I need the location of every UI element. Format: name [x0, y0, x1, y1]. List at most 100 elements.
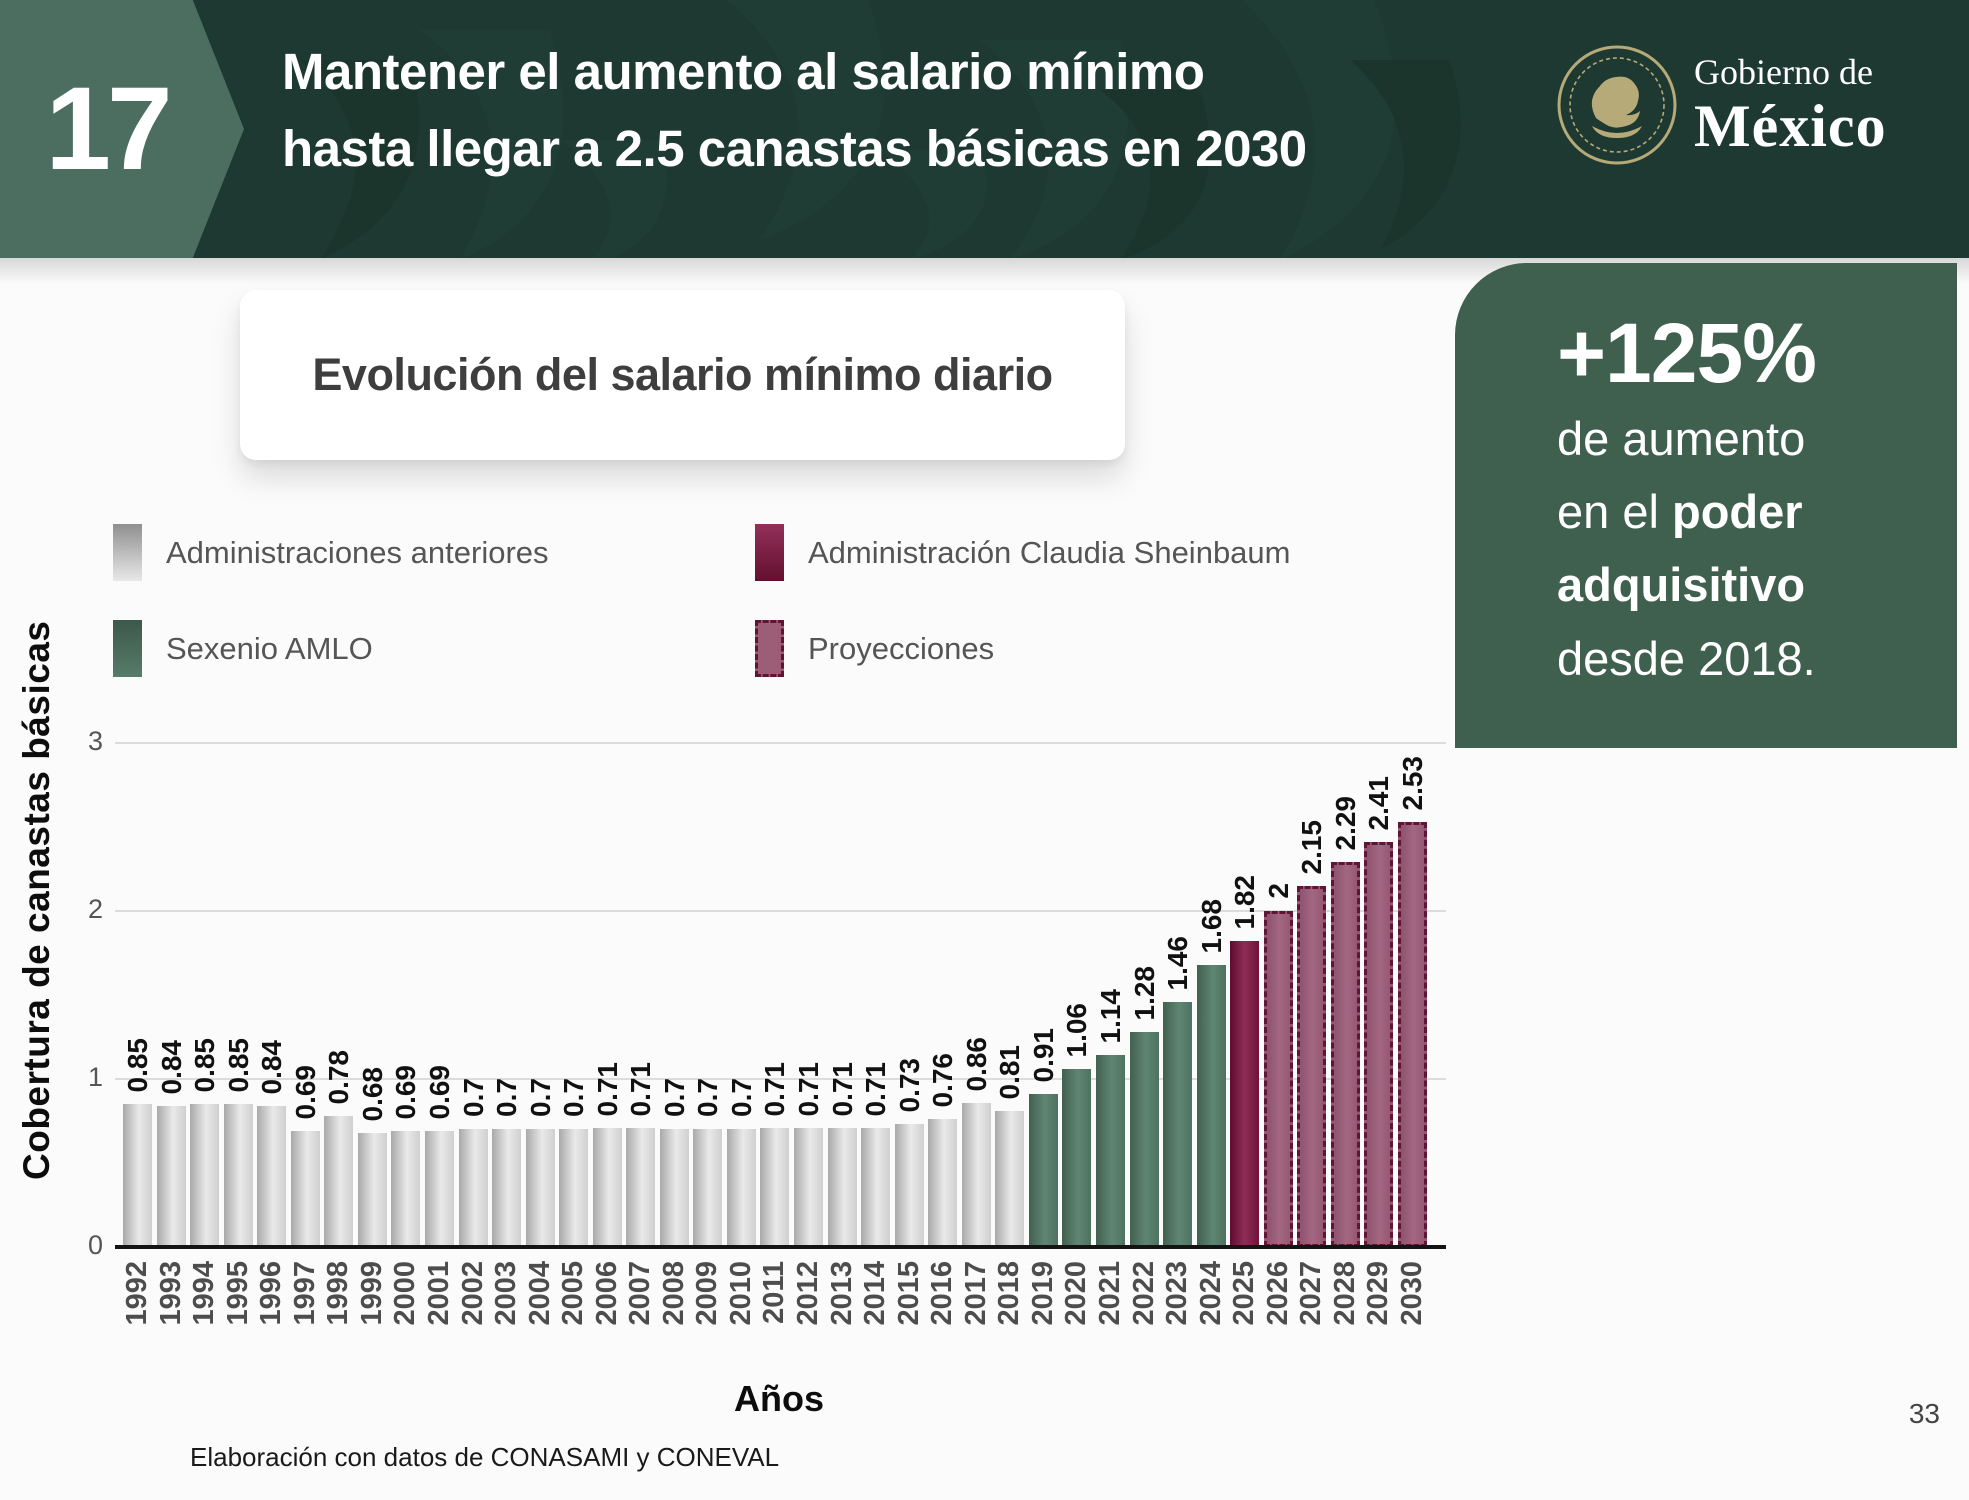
x-tick-1992: 1992: [120, 1261, 153, 1326]
x-tick-2020: 2020: [1059, 1261, 1092, 1326]
bar-2018: [995, 1111, 1024, 1247]
bar-value-2001: 0.69: [423, 1064, 455, 1120]
x-tick-2004: 2004: [523, 1261, 556, 1326]
bar-2015: [895, 1124, 924, 1247]
bar-value-1995: 0.85: [222, 1037, 254, 1093]
bar-2003: [492, 1129, 521, 1247]
highlight-line3: adquisitivo: [1557, 558, 1806, 612]
chart-title-card: Evolución del salario mínimo diario: [240, 290, 1125, 460]
bar-2001: [425, 1131, 454, 1247]
legend-item-sheinbaum: Administración Claudia Sheinbaum: [755, 524, 1290, 581]
bar-value-2013: 0.71: [826, 1061, 858, 1117]
bar-value-2012: 0.71: [792, 1061, 824, 1117]
bar-2004: [526, 1129, 555, 1247]
x-tick-2014: 2014: [858, 1261, 891, 1326]
bar-1994: [190, 1104, 219, 1247]
x-tick-2029: 2029: [1361, 1261, 1394, 1326]
x-tick-2027: 2027: [1294, 1261, 1327, 1326]
x-tick-2008: 2008: [657, 1261, 690, 1326]
bar-value-2018: 0.81: [993, 1044, 1025, 1100]
legend-swatch-amlo: [113, 620, 142, 677]
y-tick-2: 2: [87, 894, 103, 924]
x-tick-2019: 2019: [1026, 1261, 1059, 1326]
bar-2011: [760, 1128, 789, 1247]
bar-value-2008: 0.7: [658, 1078, 690, 1117]
y-tick-3: 3: [87, 726, 103, 756]
x-tick-2018: 2018: [992, 1261, 1025, 1326]
bar-value-2022: 1.28: [1128, 965, 1160, 1021]
legend-item-anteriores: Administraciones anteriores: [113, 524, 549, 581]
slide-number-badge: 17: [0, 0, 244, 258]
mexico-eagle-seal-icon: [1557, 45, 1677, 165]
bar-value-2029: 2.41: [1362, 775, 1394, 831]
slide-title: Mantener el aumento al salario mínimo ha…: [282, 34, 1307, 187]
x-axis-baseline: [115, 1245, 1446, 1249]
legend-swatch-proyecciones: [755, 620, 784, 677]
bar-2019: [1029, 1094, 1058, 1247]
bar-value-2009: 0.7: [691, 1078, 723, 1117]
slide-number: 17: [45, 63, 172, 195]
slide-title-line2: hasta llegar a 2.5 canastas básicas en 2…: [282, 119, 1307, 177]
x-tick-2003: 2003: [489, 1261, 522, 1326]
source-note: Elaboración con datos de CONASAMI y CONE…: [190, 1442, 780, 1472]
bar-2014: [861, 1128, 890, 1247]
bar-value-2026: 2: [1262, 883, 1294, 899]
bar-value-1998: 0.78: [322, 1049, 354, 1105]
bar-2000: [391, 1131, 420, 1247]
bar-2028: [1331, 862, 1360, 1247]
x-tick-2023: 2023: [1160, 1261, 1193, 1326]
x-tick-1993: 1993: [154, 1261, 187, 1326]
bar-value-2015: 0.73: [893, 1057, 925, 1113]
x-tick-2012: 2012: [791, 1261, 824, 1326]
x-tick-2006: 2006: [590, 1261, 623, 1326]
bar-2005: [559, 1129, 588, 1247]
legend-label-anteriores: Administraciones anteriores: [166, 534, 549, 570]
bar-value-2024: 1.68: [1195, 898, 1227, 954]
bar-2002: [459, 1129, 488, 1247]
bar-value-2010: 0.7: [725, 1078, 757, 1117]
gobierno-de-mexico-logo: Gobierno de México: [1556, 44, 1887, 166]
x-tick-2010: 2010: [724, 1261, 757, 1326]
x-tick-1999: 1999: [355, 1261, 388, 1326]
legend-label-proyecciones: Proyecciones: [808, 630, 995, 666]
legend-swatch-sheinbaum: [755, 524, 784, 581]
gridline-y1: [115, 1078, 1446, 1080]
bar-value-2030: 2.53: [1396, 755, 1428, 811]
header-band: 17 Mantener el aumento al salario mínimo…: [0, 0, 1969, 258]
page-number: 33: [1908, 1398, 1940, 1429]
bar-1998: [324, 1116, 353, 1247]
bar-value-2016: 0.76: [926, 1052, 958, 1108]
bar-value-2006: 0.71: [591, 1061, 623, 1117]
x-tick-2001: 2001: [422, 1261, 455, 1326]
bar-2024: [1197, 965, 1226, 1247]
y-tick-0: 0: [87, 1230, 103, 1260]
bar-2027: [1297, 886, 1326, 1247]
bar-2030: [1398, 822, 1427, 1247]
bar-value-2025: 1.82: [1228, 874, 1260, 930]
x-tick-1995: 1995: [221, 1261, 254, 1326]
bar-value-2003: 0.7: [490, 1078, 522, 1117]
highlight-percentage: +125%: [1557, 306, 1817, 400]
bar-2023: [1163, 1002, 1192, 1247]
x-tick-2011: 2011: [757, 1261, 790, 1324]
bar-1992: [123, 1104, 152, 1247]
bar-2017: [962, 1103, 991, 1247]
x-axis-title: Años: [734, 1378, 824, 1419]
chart-title: Evolución del salario mínimo diario: [312, 349, 1053, 400]
legend-swatch-anteriores: [113, 524, 142, 581]
bar-value-2004: 0.7: [524, 1078, 556, 1117]
bar-2016: [928, 1119, 957, 1247]
bar-value-2020: 1.06: [1060, 1002, 1092, 1058]
bar-2007: [626, 1128, 655, 1247]
y-axis-title: Cobertura de canastas básicas: [16, 620, 57, 1180]
x-tick-2002: 2002: [456, 1261, 489, 1326]
bar-2008: [660, 1129, 689, 1247]
bar-value-2007: 0.71: [624, 1061, 656, 1117]
bar-value-2017: 0.86: [960, 1036, 992, 1092]
x-tick-1997: 1997: [288, 1261, 321, 1326]
x-tick-2025: 2025: [1227, 1261, 1260, 1326]
legend-label-sheinbaum: Administración Claudia Sheinbaum: [808, 534, 1291, 570]
bar-value-2011: 0.71: [758, 1061, 790, 1117]
gridline-y3: [115, 742, 1446, 744]
